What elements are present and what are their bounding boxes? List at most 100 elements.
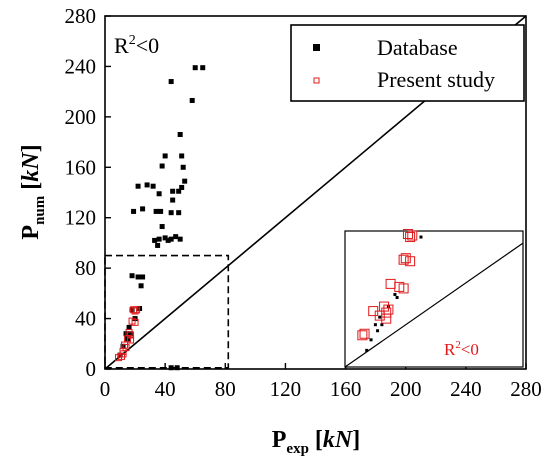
data-point-database: [128, 331, 134, 337]
y-tick-label: 40: [75, 307, 96, 331]
data-point-database: [179, 153, 185, 159]
data-point-database: [176, 188, 182, 194]
y-axis-title: Pnum [kN]: [18, 144, 48, 239]
data-point-present-study: [407, 230, 418, 241]
data-point-database: [179, 184, 185, 190]
data-point-database: [180, 164, 186, 170]
inset: R2<0: [344, 229, 524, 368]
data-point-database: [177, 236, 183, 242]
data-point-database: [369, 338, 373, 342]
data-point-database: [158, 208, 164, 214]
data-point-database: [182, 178, 188, 184]
plot-frame: [104, 15, 527, 370]
data-point-database: [176, 210, 182, 216]
data-point-database: [135, 183, 141, 189]
inset-series-database: [365, 235, 423, 352]
data-point-database: [395, 295, 399, 299]
x-tick-label: 0: [100, 377, 111, 401]
legend: Database Present study: [290, 24, 525, 102]
x-tick-label: 120: [270, 377, 302, 401]
y-axis-ticks: 0 40 80 120 160 200 240 280: [65, 4, 111, 381]
y-tick-label: 80: [75, 256, 96, 280]
inset-reference-line: [344, 242, 524, 368]
data-point-database: [144, 182, 150, 188]
data-point-database: [126, 324, 132, 330]
data-point-database: [177, 132, 183, 138]
data-point-database: [419, 235, 423, 239]
data-point-present-study: [405, 256, 416, 267]
data-point-database: [156, 191, 162, 197]
inset-series-present-study: [357, 229, 418, 341]
legend-label-present-study: Present study: [377, 67, 495, 92]
data-point-database: [159, 224, 165, 230]
data-point-present-study: [374, 310, 385, 321]
inset-frame: [344, 230, 524, 368]
y-tick-label: 280: [65, 4, 97, 28]
data-point-database: [135, 274, 141, 280]
legend-label-database: Database: [377, 35, 458, 60]
data-point-database: [168, 236, 174, 242]
x-tick-label: 80: [215, 377, 236, 401]
data-point-database: [152, 237, 158, 243]
data-point-database: [129, 273, 135, 279]
data-point-present-study: [131, 318, 139, 326]
y-tick-label: 160: [65, 155, 97, 179]
y-tick-label: 200: [65, 105, 97, 129]
data-point-database: [393, 292, 397, 296]
data-point-database: [168, 210, 174, 216]
data-point-database: [162, 235, 168, 241]
data-point-database: [140, 206, 146, 212]
data-point-database: [162, 153, 168, 159]
x-tick-label: 280: [510, 377, 542, 401]
data-point-database: [168, 79, 174, 85]
data-point-database: [138, 283, 144, 289]
legend-marker-present-study: [313, 77, 320, 84]
data-point-present-study: [133, 306, 141, 314]
data-point-present-study: [381, 307, 392, 318]
y-tick-label: 120: [65, 206, 97, 230]
series-present-study: [115, 306, 141, 362]
data-point-present-study: [398, 254, 409, 265]
data-point-database: [376, 329, 380, 333]
data-point-database: [200, 65, 206, 71]
data-point-present-study: [398, 283, 409, 294]
r2-annotation: R2<0: [114, 33, 159, 58]
data-point-present-study: [131, 307, 139, 315]
data-point-present-study: [405, 232, 416, 243]
data-point-database: [140, 274, 146, 280]
data-point-database: [380, 323, 384, 327]
data-point-database: [170, 188, 176, 194]
data-point-database: [170, 197, 176, 203]
data-point-database: [174, 365, 180, 371]
x-tick-label: 40: [155, 377, 176, 401]
data-point-database: [373, 323, 377, 327]
data-point-database: [153, 208, 159, 214]
data-point-present-study: [381, 313, 392, 324]
data-point-database: [155, 242, 161, 248]
legend-box: [290, 24, 525, 102]
x-tick-label: 160: [330, 377, 362, 401]
x-tick-label: 240: [450, 377, 482, 401]
data-point-present-study: [357, 330, 368, 341]
x-axis-title: Pexp [kN]: [272, 427, 361, 457]
data-point-database: [159, 163, 165, 169]
data-point-database: [365, 348, 369, 352]
data-point-present-study: [359, 328, 370, 339]
data-point-database: [192, 65, 198, 71]
x-tick-label: 200: [390, 377, 422, 401]
inset-r2-annotation: R2<0: [444, 339, 479, 359]
data-point-database: [173, 234, 179, 240]
data-point-database: [378, 315, 382, 319]
data-point-database: [165, 237, 171, 243]
data-point-present-study: [127, 336, 135, 344]
y-tick-label: 0: [86, 357, 97, 381]
data-point-database: [150, 183, 156, 189]
data-point-database: [168, 365, 174, 371]
data-point-database: [131, 208, 137, 214]
data-point-database: [189, 97, 195, 103]
data-point-present-study: [115, 354, 123, 362]
legend-marker-database: [313, 44, 320, 51]
y-tick-label: 240: [65, 54, 97, 78]
zoom-box: [104, 254, 230, 369]
